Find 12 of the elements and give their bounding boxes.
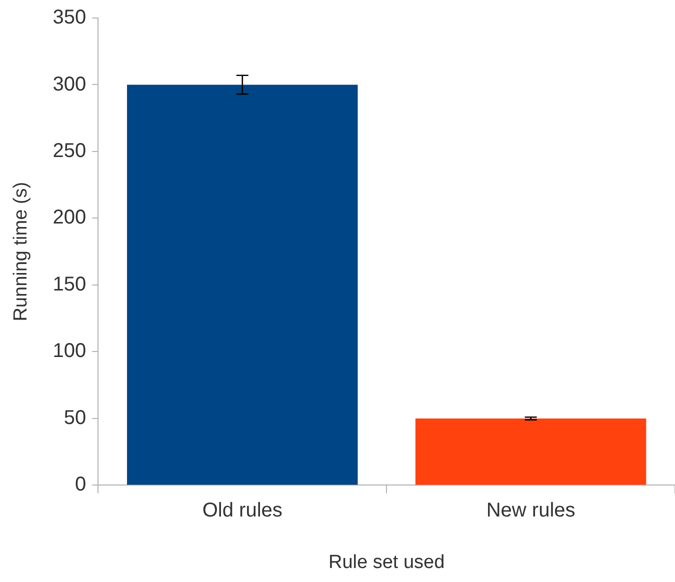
y-tick-label: 250 [52, 140, 86, 162]
y-tick-label: 100 [52, 340, 86, 362]
x-tick-label: Old rules [202, 500, 282, 522]
y-axis-title: Running time (s) [10, 182, 32, 322]
x-axis-title: Rule set used [328, 552, 445, 573]
y-tick-label: 200 [52, 206, 86, 229]
y-tick-label: 150 [52, 273, 86, 296]
y-tick-label: 0 [75, 474, 86, 496]
y-tick-label: 50 [64, 406, 86, 429]
y-tick-label: 300 [52, 73, 86, 96]
y-tick-label: 350 [52, 6, 86, 29]
x-tick-label: New rules [486, 500, 576, 522]
